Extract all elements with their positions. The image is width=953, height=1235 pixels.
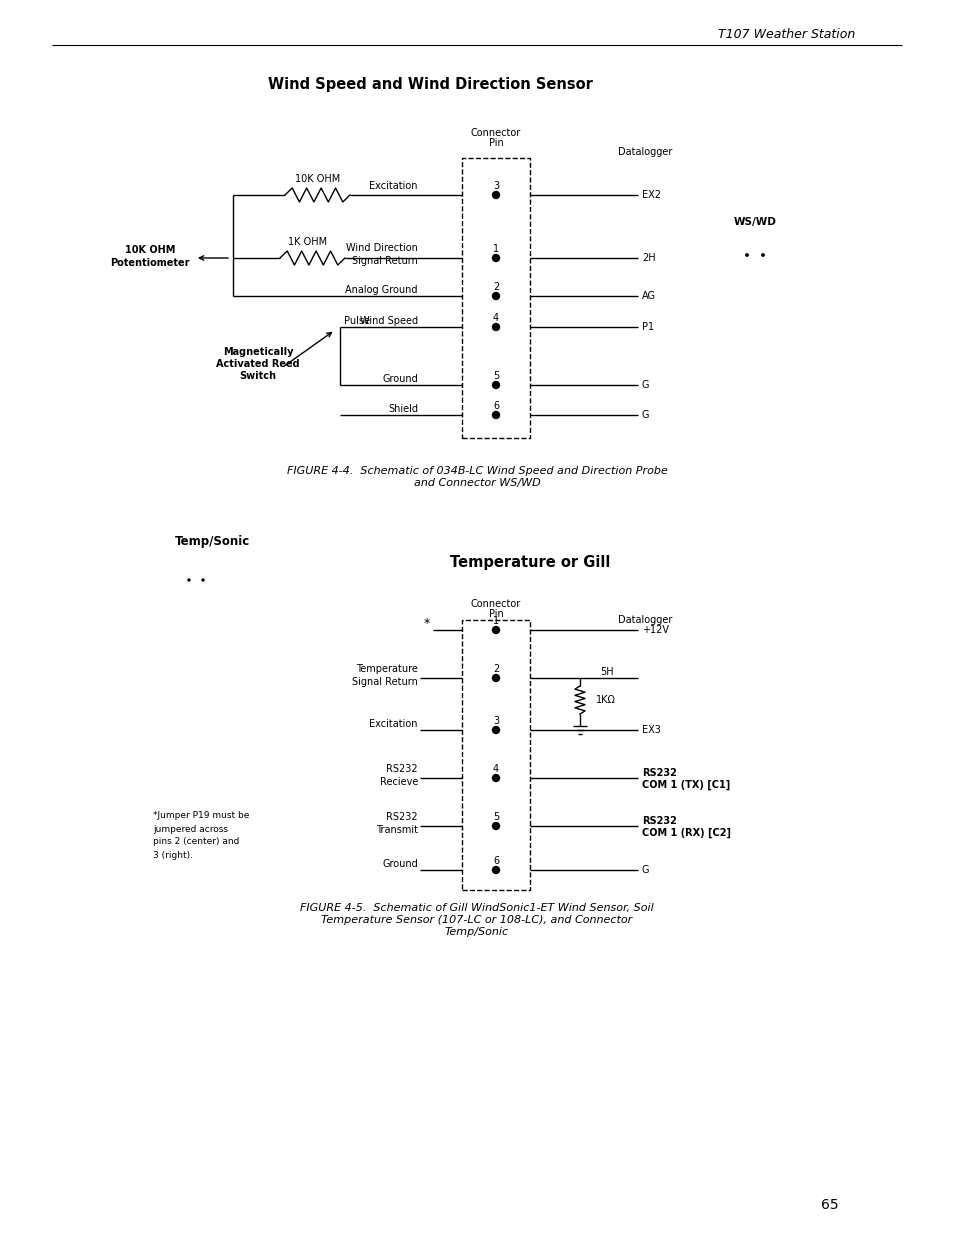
Text: 1: 1	[493, 245, 498, 254]
Text: Excitation: Excitation	[369, 719, 417, 729]
Text: Activated Reed: Activated Reed	[216, 359, 299, 369]
Circle shape	[492, 191, 499, 199]
Text: G: G	[641, 380, 649, 390]
Text: 10K OHM: 10K OHM	[125, 245, 175, 254]
Text: Pin: Pin	[488, 609, 503, 619]
Circle shape	[492, 324, 499, 331]
Text: Excitation: Excitation	[369, 182, 417, 191]
Circle shape	[492, 726, 499, 734]
Text: 3: 3	[493, 182, 498, 191]
Circle shape	[492, 293, 499, 300]
Text: 5: 5	[493, 811, 498, 823]
Text: 10K OHM: 10K OHM	[295, 174, 340, 184]
Text: Magnetically: Magnetically	[222, 347, 293, 357]
Text: Pulse: Pulse	[344, 316, 370, 326]
Circle shape	[492, 774, 499, 782]
Text: 4: 4	[493, 764, 498, 774]
Text: 1: 1	[493, 616, 498, 626]
Circle shape	[492, 254, 499, 262]
Text: Pin: Pin	[488, 138, 503, 148]
Text: Wind Speed: Wind Speed	[359, 316, 417, 326]
Text: *Jumper P19 must be: *Jumper P19 must be	[152, 811, 249, 820]
Text: EX3: EX3	[641, 725, 660, 735]
Text: Temp/Sonic: Temp/Sonic	[174, 536, 250, 548]
Circle shape	[745, 254, 747, 256]
Text: FIGURE 4-4.  Schematic of 034B-LC Wind Speed and Direction Probe
and Connector W: FIGURE 4-4. Schematic of 034B-LC Wind Sp…	[286, 466, 667, 488]
Circle shape	[188, 579, 190, 580]
Text: WS/WD: WS/WD	[733, 217, 776, 227]
Text: 6: 6	[493, 401, 498, 411]
Circle shape	[761, 254, 763, 256]
Text: G: G	[641, 864, 649, 876]
Text: 6: 6	[493, 856, 498, 866]
Text: jumpered across: jumpered across	[152, 825, 228, 834]
Text: FIGURE 4-5.  Schematic of Gill WindSonic1-ET Wind Sensor, Soil
Temperature Senso: FIGURE 4-5. Schematic of Gill WindSonic1…	[300, 903, 653, 936]
Text: Connector: Connector	[471, 128, 520, 138]
Text: EX2: EX2	[641, 190, 660, 200]
Text: Temperature: Temperature	[355, 664, 417, 674]
Text: 1K OHM: 1K OHM	[288, 237, 327, 247]
Text: 2: 2	[493, 282, 498, 291]
Text: *: *	[423, 618, 430, 631]
Text: Recieve: Recieve	[379, 777, 417, 787]
Text: 2: 2	[493, 664, 498, 674]
Text: G: G	[641, 410, 649, 420]
Text: P1: P1	[641, 322, 654, 332]
Circle shape	[492, 411, 499, 419]
Text: Signal Return: Signal Return	[352, 677, 417, 687]
Bar	[461, 158, 530, 438]
Text: Temperature or Gill: Temperature or Gill	[450, 555, 610, 569]
Text: RS232: RS232	[641, 816, 677, 826]
Circle shape	[492, 626, 499, 634]
Text: Ground: Ground	[382, 860, 417, 869]
Text: 3 (right).: 3 (right).	[152, 851, 193, 860]
Text: 2H: 2H	[641, 253, 655, 263]
Text: COM 1 (RX) [C2]: COM 1 (RX) [C2]	[641, 827, 730, 839]
Text: 5H: 5H	[599, 667, 613, 677]
Text: Potentiometer: Potentiometer	[111, 258, 190, 268]
Circle shape	[492, 867, 499, 873]
Text: +12V: +12V	[641, 625, 668, 635]
Text: 3: 3	[493, 716, 498, 726]
Text: AG: AG	[641, 291, 656, 301]
Text: Connector: Connector	[471, 599, 520, 609]
Text: Transmit: Transmit	[375, 825, 417, 835]
Text: T107 Weather Station: T107 Weather Station	[717, 28, 854, 42]
Text: Signal Return: Signal Return	[352, 256, 417, 266]
Text: Datalogger: Datalogger	[618, 615, 672, 625]
Text: Analog Ground: Analog Ground	[345, 285, 417, 295]
Text: 4: 4	[493, 312, 498, 324]
Circle shape	[492, 674, 499, 682]
Text: Wind Direction: Wind Direction	[346, 243, 417, 253]
Text: Wind Speed and Wind Direction Sensor: Wind Speed and Wind Direction Sensor	[267, 78, 592, 93]
Text: 65: 65	[821, 1198, 838, 1212]
Text: Switch: Switch	[239, 370, 276, 382]
Text: 1KΩ: 1KΩ	[596, 695, 616, 705]
Text: Ground: Ground	[382, 374, 417, 384]
Text: 5: 5	[493, 370, 498, 382]
Circle shape	[492, 823, 499, 830]
Circle shape	[202, 579, 204, 580]
Text: COM 1 (TX) [C1]: COM 1 (TX) [C1]	[641, 779, 729, 790]
Circle shape	[492, 382, 499, 389]
Text: Datalogger: Datalogger	[618, 147, 672, 157]
Bar	[461, 620, 530, 890]
Text: Shield: Shield	[388, 404, 417, 414]
Text: RS232: RS232	[641, 768, 677, 778]
Text: RS232: RS232	[386, 764, 417, 774]
Text: RS232: RS232	[386, 811, 417, 823]
Text: pins 2 (center) and: pins 2 (center) and	[152, 837, 239, 846]
